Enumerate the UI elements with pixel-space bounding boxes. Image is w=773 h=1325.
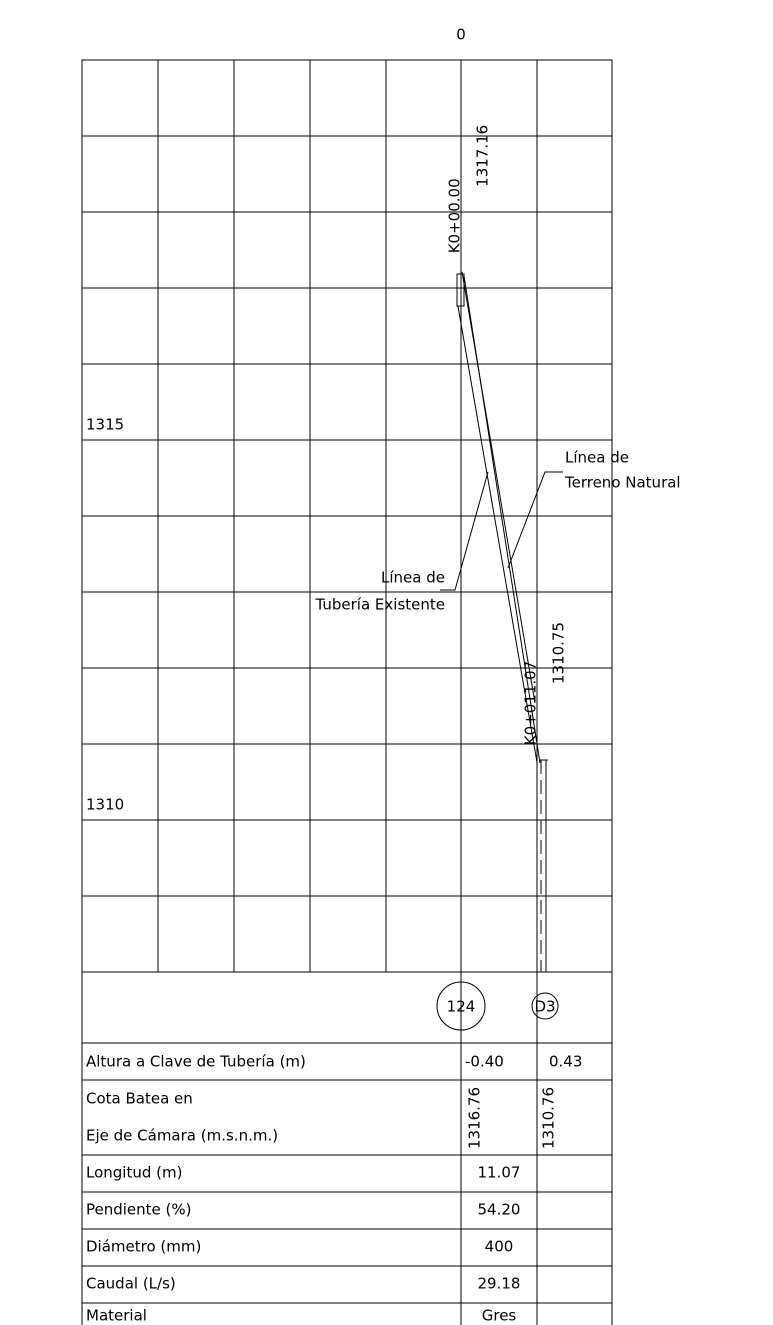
node-circle <box>531 992 559 1020</box>
elevation-label: 1315 <box>86 416 124 434</box>
node-label: D3 <box>534 998 555 1016</box>
row-label: Cota Batea en <box>86 1090 193 1108</box>
origin-label: 0 <box>456 26 466 44</box>
node-label: 124 <box>447 998 476 1016</box>
annotation: Terreno Natural <box>564 474 681 492</box>
row-label: Caudal (L/s) <box>86 1275 176 1293</box>
station-label: K0+00.00 <box>446 178 464 253</box>
pipe-invert <box>457 306 538 763</box>
annotation: Línea de <box>565 449 629 467</box>
ground-elevation: 1317.16 <box>474 125 492 187</box>
ground-elevation: 1310.75 <box>550 622 568 684</box>
row-label: Altura a Clave de Tubería (m) <box>86 1053 306 1071</box>
row-label: Diámetro (mm) <box>86 1238 201 1256</box>
row-label: Pendiente (%) <box>86 1201 192 1219</box>
row-value: 11.07 <box>478 1164 521 1182</box>
leader-pipe <box>440 471 489 591</box>
row-value: 54.20 <box>478 1201 521 1219</box>
invert-value: 1316.76 <box>466 1087 484 1149</box>
pipe-crown <box>461 271 536 704</box>
depth-value: 0.43 <box>549 1053 582 1071</box>
row-label: Eje de Cámara (m.s.n.m.) <box>86 1127 278 1145</box>
row-value: 400 <box>485 1238 514 1256</box>
row-label: Material <box>86 1307 147 1325</box>
annotation: Tubería Existente <box>315 596 446 614</box>
invert-value: 1310.76 <box>540 1087 558 1149</box>
elevation-label: 1310 <box>86 796 124 814</box>
row-value: 29.18 <box>478 1275 521 1293</box>
annotation: Línea de <box>381 569 445 587</box>
row-label: Longitud (m) <box>86 1164 182 1182</box>
row-value: Gres <box>482 1307 517 1325</box>
leader-terrain <box>507 471 563 569</box>
depth-value: -0.40 <box>465 1053 504 1071</box>
